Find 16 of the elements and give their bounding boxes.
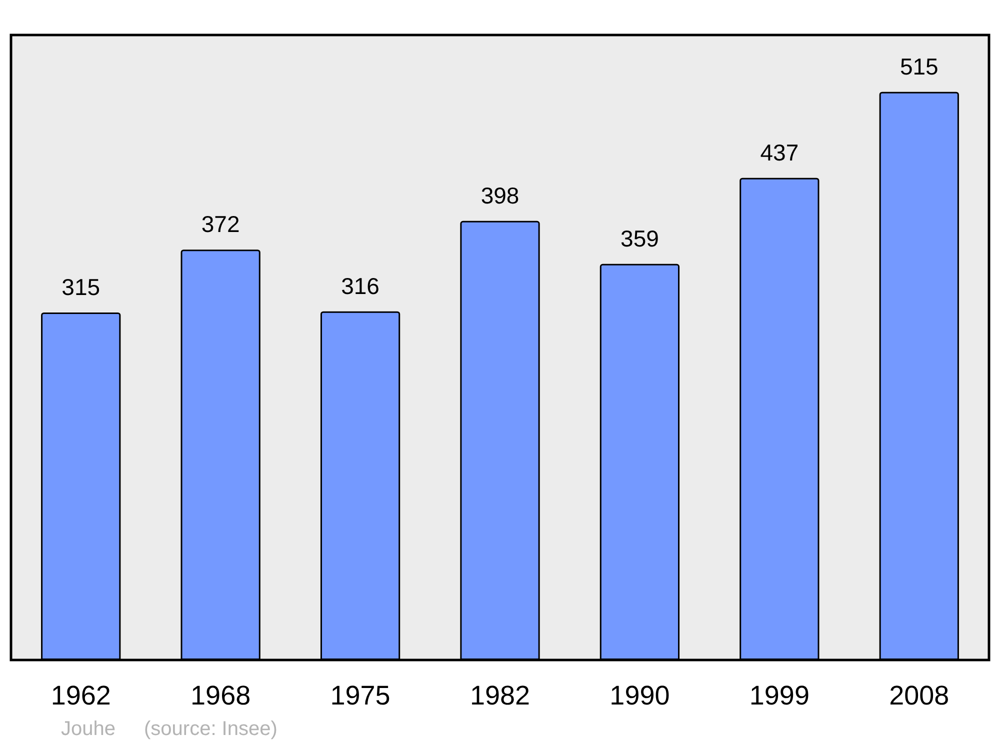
x-tick-label: 1990 bbox=[610, 680, 670, 710]
data-label: 398 bbox=[480, 182, 520, 208]
data-label: 515 bbox=[900, 53, 938, 80]
data-label: 316 bbox=[341, 272, 380, 299]
data-label: 359 bbox=[620, 225, 659, 252]
data-label: 372 bbox=[201, 211, 240, 238]
data-label: 437 bbox=[760, 139, 799, 166]
x-tick-label: 1982 bbox=[470, 680, 530, 710]
x-tick-label: 1968 bbox=[190, 680, 251, 710]
x-tick-label: 2008 bbox=[889, 680, 950, 710]
x-tick-label: 1975 bbox=[330, 680, 390, 710]
x-tick-label: 1962 bbox=[50, 680, 111, 710]
data-label: 315 bbox=[62, 274, 100, 300]
text: Jouhe bbox=[61, 718, 116, 740]
x-tick-label: 1999 bbox=[749, 680, 810, 710]
text: (source: Insee) bbox=[144, 718, 278, 740]
